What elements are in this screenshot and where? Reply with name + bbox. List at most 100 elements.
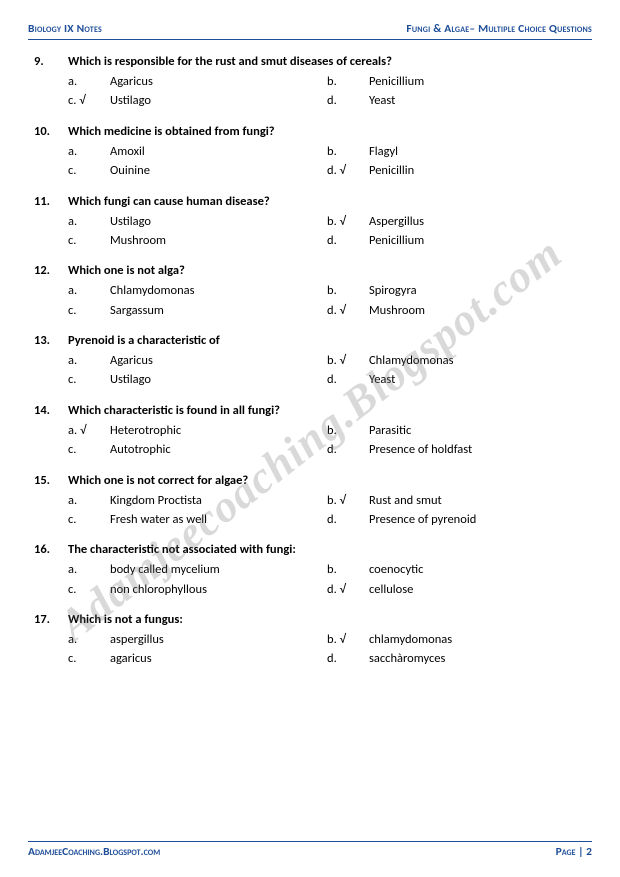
option-letter: a.: [68, 491, 110, 510]
option-letter: b. √: [327, 491, 369, 510]
option-text: Ustilago: [110, 91, 327, 110]
option-text: Chlamydomonas: [110, 281, 327, 300]
option-letter: a.: [68, 142, 110, 161]
option: a.Agaricus: [68, 72, 327, 91]
option-letter: b.: [327, 281, 369, 300]
question-text: Pyrenoid is a characteristic of: [68, 333, 586, 348]
option-text: Presence of pyrenoid: [369, 510, 586, 529]
option-row: a.Ustilagob. √Aspergillus: [68, 212, 586, 231]
option-text: Ouinine: [110, 161, 327, 180]
option-letter: b.: [327, 142, 369, 161]
option: c.Mushroom: [68, 231, 327, 250]
option-text: non chlorophyllous: [110, 580, 327, 599]
option: d.Presence of pyrenoid: [327, 510, 586, 529]
option-row: a.Chlamydomonasb.Spirogyra: [68, 281, 586, 300]
option: b.Penicillium: [327, 72, 586, 91]
option-letter: d. √: [327, 580, 369, 599]
option-letter: b.: [327, 421, 369, 440]
option-text: chlamydomonas: [369, 630, 586, 649]
option-letter: d.: [327, 510, 369, 529]
header-right: Fungi & Algae– Multiple Choice Questions: [406, 22, 592, 36]
option-letter: b.: [327, 72, 369, 91]
question-text: Which fungi can cause human disease?: [68, 194, 586, 209]
option-letter: a.: [68, 560, 110, 579]
question-number: 10.: [34, 124, 68, 139]
option: c.agaricus: [68, 649, 327, 668]
option-row: a.aspergillusb. √chlamydomonas: [68, 630, 586, 649]
options-container: a.Ustilagob. √Aspergillusc.Mushroomd.Pen…: [68, 212, 586, 251]
option-text: Aspergillus: [369, 212, 586, 231]
question-number: 13.: [34, 333, 68, 348]
option: a. √Heterotrophic: [68, 421, 327, 440]
question-number: 12.: [34, 263, 68, 278]
option-text: Rust and smut: [369, 491, 586, 510]
option-text: Sargassum: [110, 301, 327, 320]
options-container: a.aspergillusb. √chlamydomonasc.agaricus…: [68, 630, 586, 669]
option-letter: d.: [327, 231, 369, 250]
option-text: Agaricus: [110, 351, 327, 370]
footer-right: Page | 2: [556, 845, 592, 859]
options-container: a.Agaricusb.Penicilliumc. √Ustilagod.Yea…: [68, 72, 586, 111]
option: d.Yeast: [327, 370, 586, 389]
question-row: 15.Which one is not correct for algae?: [34, 473, 586, 488]
option-letter: c.: [68, 231, 110, 250]
option: b. √Rust and smut: [327, 491, 586, 510]
option: a.Ustilago: [68, 212, 327, 231]
option: c.Sargassum: [68, 301, 327, 320]
option: c.Autotrophic: [68, 440, 327, 459]
option-row: a.Agaricusb.Penicillium: [68, 72, 586, 91]
options-container: a.Amoxilb.Flagylc.Ouinined. √Penicillin: [68, 142, 586, 181]
option-text: Penicillin: [369, 161, 586, 180]
question-number: 14.: [34, 403, 68, 418]
question-block: 17.Which is not a fungus:a.aspergillusb.…: [34, 612, 586, 669]
page-header: Biology IX Notes Fungi & Algae– Multiple…: [28, 22, 592, 40]
option: b.Parasitic: [327, 421, 586, 440]
question-text: Which is responsible for the rust and sm…: [68, 54, 586, 69]
option: a.Amoxil: [68, 142, 327, 161]
option-letter: b. √: [327, 351, 369, 370]
option-text: body called mycelium: [110, 560, 327, 579]
option-text: Heterotrophic: [110, 421, 327, 440]
option-letter: a.: [68, 281, 110, 300]
option-row: c. √Ustilagod.Yeast: [68, 91, 586, 110]
option-row: a.Agaricusb. √Chlamydomonas: [68, 351, 586, 370]
option-text: Spirogyra: [369, 281, 586, 300]
option-row: c.non chlorophyllousd. √cellulose: [68, 580, 586, 599]
option-letter: b. √: [327, 630, 369, 649]
option-text: Parasitic: [369, 421, 586, 440]
option-row: c.Ouinined. √Penicillin: [68, 161, 586, 180]
option-letter: d.: [327, 91, 369, 110]
options-container: a.Chlamydomonasb.Spirogyrac.Sargassumd. …: [68, 281, 586, 320]
option: d.Penicillium: [327, 231, 586, 250]
options-container: a.Agaricusb. √Chlamydomonasc.Ustilagod.Y…: [68, 351, 586, 390]
question-row: 11.Which fungi can cause human disease?: [34, 194, 586, 209]
option: a.body called mycelium: [68, 560, 327, 579]
question-block: 13.Pyrenoid is a characteristic of a.Agar…: [34, 333, 586, 390]
option-letter: a.: [68, 351, 110, 370]
question-row: 14.Which characteristic is found in all …: [34, 403, 586, 418]
question-text: Which one is not alga?: [68, 263, 586, 278]
option-text: Yeast: [369, 91, 586, 110]
option-row: c.Mushroomd.Penicillium: [68, 231, 586, 250]
option-row: a.Amoxilb.Flagyl: [68, 142, 586, 161]
option: b. √Aspergillus: [327, 212, 586, 231]
header-left: Biology IX Notes: [28, 22, 102, 36]
option-letter: c.: [68, 370, 110, 389]
option-letter: c.: [68, 301, 110, 320]
option-letter: d.: [327, 440, 369, 459]
question-text: Which one is not correct for algae?: [68, 473, 586, 488]
option-text: Mushroom: [110, 231, 327, 250]
question-block: 10.Which medicine is obtained from fungi…: [34, 124, 586, 181]
option-text: Flagyl: [369, 142, 586, 161]
option: d. √Mushroom: [327, 301, 586, 320]
option: d.Yeast: [327, 91, 586, 110]
option-text: Chlamydomonas: [369, 351, 586, 370]
questions-content: 9.Which is responsible for the rust and …: [28, 54, 592, 669]
question-text: Which is not a fungus:: [68, 612, 586, 627]
option-text: aspergillus: [110, 630, 327, 649]
question-text: The characteristic not associated with f…: [68, 542, 586, 557]
option: a.Kingdom Proctista: [68, 491, 327, 510]
option-row: c.Sargassumd. √Mushroom: [68, 301, 586, 320]
question-block: 11.Which fungi can cause human disease? a…: [34, 194, 586, 251]
option-letter: c. √: [68, 91, 110, 110]
